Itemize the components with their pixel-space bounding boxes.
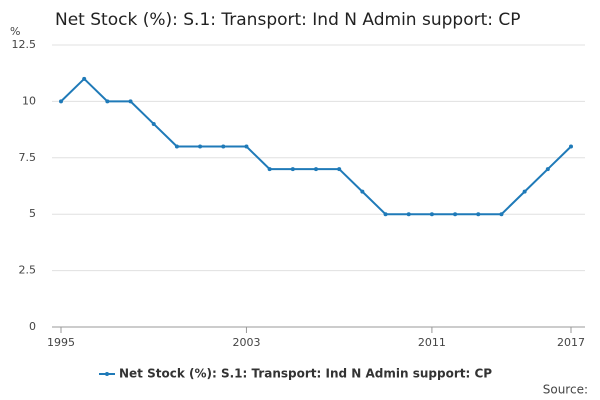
point — [151, 121, 156, 126]
point — [174, 144, 179, 149]
point — [290, 167, 295, 172]
point — [105, 99, 110, 104]
point — [406, 212, 411, 217]
y-tick-label: 0 — [29, 320, 36, 333]
source: Source: — [543, 383, 588, 397]
point — [267, 167, 272, 172]
point — [244, 144, 249, 149]
line — [60, 77, 572, 216]
x-tick-label: 1995 — [47, 336, 75, 349]
y-tick-label: 12.5 — [12, 38, 37, 51]
point — [545, 167, 550, 172]
point — [59, 99, 63, 104]
y-axis-label: % — [10, 25, 20, 38]
point — [569, 144, 573, 149]
point — [522, 189, 527, 194]
point — [476, 212, 481, 217]
x-tick-label: 2017 — [557, 336, 585, 349]
point — [383, 212, 388, 217]
point — [82, 76, 87, 81]
point — [360, 189, 365, 194]
y-tick-label: 5 — [29, 207, 36, 220]
y-tick-label: 10 — [22, 94, 36, 107]
y-tick-label: 2.5 — [19, 264, 37, 277]
point — [314, 167, 318, 172]
point — [198, 144, 203, 149]
point — [499, 212, 504, 217]
point — [453, 212, 458, 217]
point — [128, 99, 133, 104]
point — [429, 212, 434, 217]
chart-title: Net Stock (%): S.1: Transport: Ind N Adm… — [55, 10, 521, 30]
x-tick-label: 2011 — [418, 336, 446, 349]
legend-label: Net Stock (%): S.1: Transport: Ind N Adm… — [119, 367, 492, 381]
x-tick-label: 2003 — [232, 336, 260, 349]
y-tick-label: 7.5 — [19, 151, 37, 164]
point — [221, 144, 226, 149]
legend-swatch-dot — [105, 372, 109, 376]
point — [337, 167, 342, 172]
